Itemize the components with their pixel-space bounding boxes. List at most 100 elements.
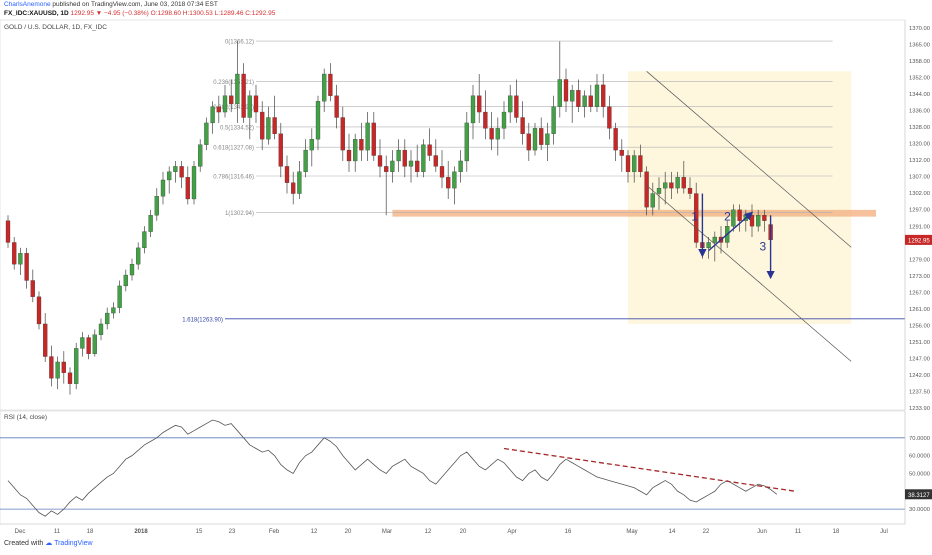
candle-body [148,215,153,232]
candle-body [49,356,54,379]
price-tick-label: 1233.90 [909,406,930,412]
time-tick-label: Apr [507,529,516,535]
candle-body [663,182,668,189]
symbol-name: FX_IDC:XAUUSD, 1D [4,10,69,17]
candle-body [594,84,600,107]
candle-body [235,73,240,105]
publish-line: CharlsAnemone published on TradingView.c… [4,1,218,8]
price-tick-label: 1344.00 [909,92,930,98]
candle-body [477,95,482,113]
candle-body [359,139,364,151]
candle-body [446,177,451,189]
price-tick-label: 1328.00 [909,125,930,131]
candle-body [173,166,178,172]
rsi-tick-label: 30.0000 [909,507,930,513]
rsi-last-text: 38.3127 [908,493,930,499]
price-tick-label: 1370.00 [909,26,930,32]
candle-body [30,280,35,297]
price-tick-label: 1279.00 [909,257,930,263]
fib-label: 1(1302.94) [225,211,254,217]
candle-body [154,196,159,216]
time-tick-label: 18 [833,529,840,535]
time-tick-label: Jul [880,529,888,535]
price-tick-label: 1261.00 [909,307,930,313]
candle-body [669,182,674,189]
candle-body [675,177,680,189]
candle-body [625,155,631,172]
candle-body [12,242,17,265]
drawings-overlay: 1 2 3 [646,71,852,362]
candle-body [278,133,283,167]
candle-body [204,122,209,145]
rsi-tick-label: 60.0000 [909,454,930,460]
time-tick-label: Dec [15,529,26,535]
candle-body [539,128,544,145]
price-tick-label: 1267.00 [909,290,930,296]
candle-body [105,312,110,325]
candle-body [36,296,42,325]
channel-upper-line [646,71,852,248]
candle-body [470,95,476,124]
candle-body [216,106,221,113]
rsi-trendline [503,447,796,492]
candle-body [712,236,717,243]
chart-subtitle: GOLD / U.S. DOLLAR, 1D, FX_IDC [4,24,107,31]
candle-body [111,307,116,314]
rsi-panel: 70.000060.000050.000040.000030.000038.31… [0,411,932,524]
candle-body [55,361,60,379]
candle-body [588,95,593,107]
time-tick-label: 22 [703,529,710,535]
candle-body [371,122,376,156]
rsi-label: RSI (14, close) [4,414,47,421]
last-price-text: 1292.95 [908,238,930,244]
candle-body [694,193,699,243]
support-zone [392,209,876,217]
footer: Created with ☁ TradingView [4,539,93,547]
candle-body [253,95,259,113]
candle-body [24,253,29,281]
candle-body [43,323,48,357]
candle-body [607,106,612,129]
created-with-text: Created with [4,540,44,547]
candle-body [563,79,569,102]
candle-body [291,182,296,194]
time-tick-label: Feb [269,529,280,535]
price-tick-label: 1307.00 [909,175,930,181]
author-link[interactable]: CharlsAnemone [4,1,51,8]
time-tick-label: 15 [196,529,203,535]
candle-body [377,155,383,167]
candle-body [644,171,649,208]
candle-body [297,171,302,194]
candle-body [266,117,271,140]
candle-body [557,79,562,107]
candle-body [80,337,85,349]
candle-body [167,171,172,181]
candle-body [551,106,556,134]
fib-levels: 0(1366.12) 0.236(1351.21) 0.382(1341.98) 0.… [182,40,905,323]
candle-body [576,90,581,107]
publish-info: published on TradingView.com, June 03, 2… [52,1,218,8]
price-tick-label: 1256.00 [909,323,930,329]
candle-body [86,337,91,354]
price-tick-label: 1320.00 [909,142,930,148]
fib-label: 0.5(1334.52) [220,125,254,131]
candle-body [495,128,500,140]
candle-body [315,101,321,140]
time-tick-label: 20 [345,529,352,535]
channel-shade [628,71,852,324]
tradingview-brand[interactable]: TradingView [54,540,93,547]
candle-body [687,187,693,194]
candle-body [520,117,525,134]
candle-body [415,160,420,172]
candle-body [322,73,327,102]
candle-body [303,149,308,172]
price-tick-label: 1273.00 [909,274,930,280]
candle-body [514,95,519,118]
candle-body [464,122,469,162]
candle-body [129,264,135,276]
wave-1-label: 1 [691,210,698,224]
candle-body [191,166,197,200]
candle-body [340,117,345,151]
